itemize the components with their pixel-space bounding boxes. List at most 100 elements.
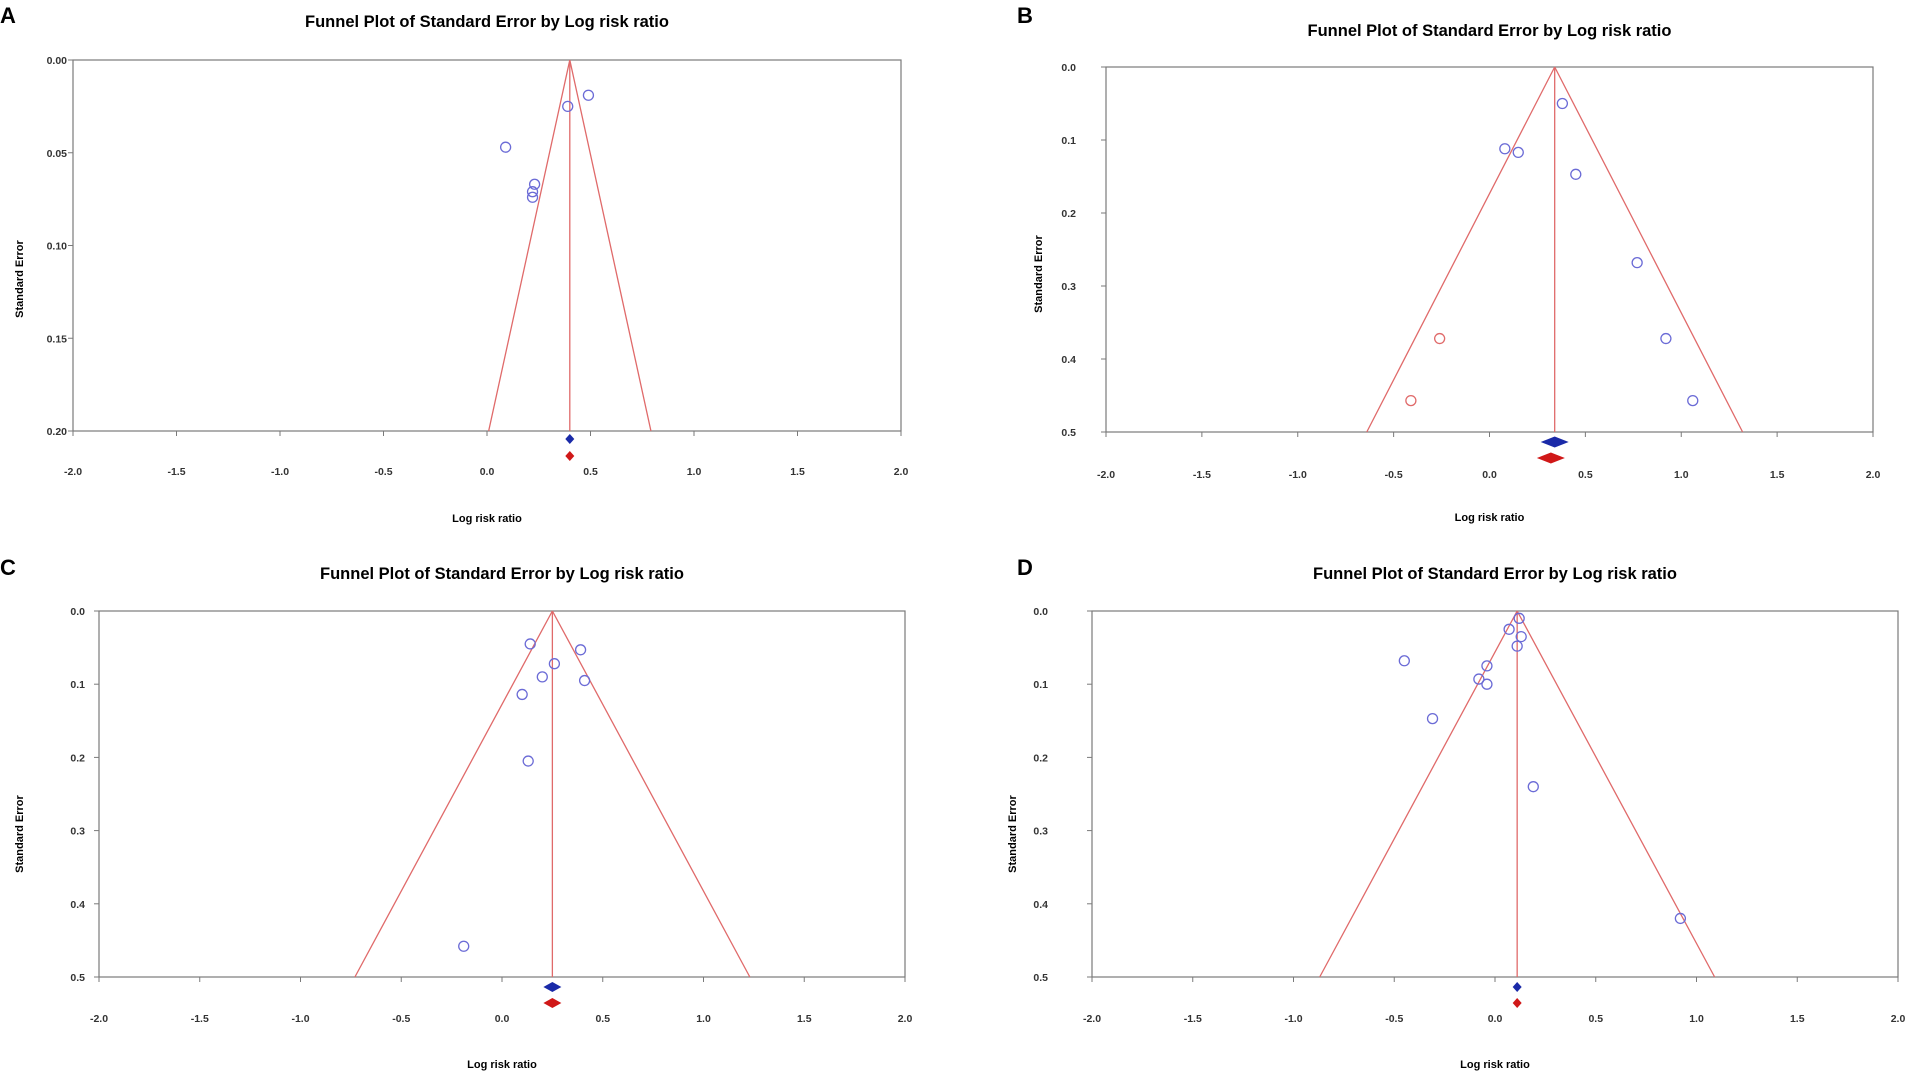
observed-study-point bbox=[1481, 660, 1493, 672]
imputed-summary-diamond bbox=[1536, 452, 1565, 464]
x-tick-label: 1.0 bbox=[696, 1013, 711, 1025]
observed-study-point bbox=[1660, 332, 1672, 345]
observed-study-point bbox=[524, 638, 536, 650]
observed-summary-diamond bbox=[543, 982, 562, 992]
x-tick-label: -0.5 bbox=[392, 1013, 410, 1025]
plot-frame bbox=[1091, 610, 1899, 978]
observed-study-point bbox=[516, 688, 528, 701]
observed-study-point bbox=[1473, 673, 1485, 685]
observed-study-point bbox=[458, 940, 470, 952]
x-tick-label: 1.0 bbox=[1689, 1013, 1704, 1025]
x-tick-label: -1.5 bbox=[167, 466, 185, 478]
x-tick-label: 0.0 bbox=[480, 466, 495, 478]
y-tick-label: 0.3 bbox=[70, 826, 85, 838]
x-tick-label: 2.0 bbox=[898, 1013, 913, 1025]
x-tick-label: 1.5 bbox=[1770, 469, 1785, 481]
panel-letter: C bbox=[0, 555, 16, 580]
x-tick-label: 1.5 bbox=[797, 1013, 812, 1025]
imputed-study-point bbox=[1405, 394, 1417, 407]
funnel-left-line bbox=[354, 610, 553, 978]
observed-study-point bbox=[1511, 640, 1523, 652]
observed-study-point bbox=[1527, 781, 1539, 793]
observed-study-point bbox=[578, 674, 591, 687]
funnel-right-line bbox=[1516, 610, 1716, 978]
panel-letter: A bbox=[0, 3, 16, 28]
x-tick-label: 2.0 bbox=[894, 466, 909, 478]
observed-study-point bbox=[548, 658, 561, 670]
x-tick-label: 1.5 bbox=[790, 466, 805, 478]
observed-study-point bbox=[1556, 97, 1569, 110]
x-tick-label: -2.0 bbox=[64, 466, 82, 478]
observed-study-point bbox=[526, 191, 539, 203]
chart-title: Funnel Plot of Standard Error by Log ris… bbox=[1307, 22, 1672, 40]
y-tick-label: 0.5 bbox=[1033, 972, 1048, 984]
y-tick-label: 0.2 bbox=[1061, 208, 1076, 220]
observed-summary-diamond bbox=[565, 434, 575, 444]
y-tick-label: 0.0 bbox=[70, 606, 85, 618]
x-tick-label: 0.0 bbox=[1482, 469, 1497, 481]
observed-study-point bbox=[522, 755, 534, 767]
y-tick-label: 0.00 bbox=[47, 55, 68, 67]
observed-summary-diamond bbox=[1512, 982, 1522, 992]
observed-study-point bbox=[1398, 655, 1410, 667]
x-tick-label: -1.5 bbox=[1184, 1013, 1202, 1025]
x-axis-label: Log risk ratio bbox=[467, 1059, 537, 1071]
x-tick-label: -0.5 bbox=[374, 466, 392, 478]
observed-summary-diamond bbox=[1540, 436, 1569, 448]
x-tick-label: 1.0 bbox=[687, 466, 702, 478]
y-tick-label: 0.4 bbox=[70, 899, 85, 911]
observed-study-point bbox=[1499, 143, 1511, 155]
x-tick-label: 2.0 bbox=[1891, 1013, 1906, 1025]
funnel-left-line bbox=[1366, 66, 1556, 433]
imputed-summary-diamond bbox=[1512, 998, 1522, 1008]
x-tick-label: -0.5 bbox=[1385, 1013, 1403, 1025]
y-tick-label: 0.20 bbox=[47, 426, 68, 438]
observed-study-point bbox=[1481, 678, 1493, 690]
x-tick-label: -1.0 bbox=[1284, 1013, 1302, 1025]
x-axis-label: Log risk ratio bbox=[1460, 1059, 1530, 1071]
x-tick-label: 0.0 bbox=[495, 1013, 510, 1025]
observed-study-point bbox=[528, 178, 541, 190]
chart-title: Funnel Plot of Standard Error by Log ris… bbox=[1313, 565, 1677, 583]
observed-study-point bbox=[536, 671, 548, 683]
y-tick-label: 0.1 bbox=[70, 679, 85, 691]
y-tick-label: 0.15 bbox=[47, 333, 68, 345]
observed-study-point bbox=[582, 89, 595, 101]
y-tick-label: 0.2 bbox=[1033, 752, 1048, 764]
funnel-right-line bbox=[1554, 66, 1744, 433]
y-tick-label: 0.3 bbox=[1033, 826, 1048, 838]
x-tick-label: -1.0 bbox=[271, 466, 289, 478]
x-axis-label: Log risk ratio bbox=[452, 513, 522, 525]
y-tick-label: 0.1 bbox=[1061, 135, 1076, 147]
observed-study-point bbox=[1515, 630, 1527, 643]
observed-study-point bbox=[526, 186, 539, 198]
x-tick-label: 0.0 bbox=[1488, 1013, 1503, 1025]
panel-letter: D bbox=[1017, 555, 1033, 580]
x-tick-label: -2.0 bbox=[1097, 469, 1115, 481]
imputed-study-point bbox=[1433, 332, 1446, 345]
y-tick-label: 0.0 bbox=[1033, 606, 1048, 618]
observed-study-point bbox=[574, 644, 587, 656]
x-tick-label: -0.5 bbox=[1385, 469, 1403, 481]
x-tick-label: 0.5 bbox=[583, 466, 598, 478]
observed-study-point bbox=[1687, 394, 1699, 407]
y-tick-label: 0.4 bbox=[1061, 354, 1076, 366]
y-tick-label: 0.4 bbox=[1033, 899, 1048, 911]
funnel-right-line bbox=[551, 610, 751, 978]
x-tick-label: -1.5 bbox=[191, 1013, 209, 1025]
observed-study-point bbox=[1503, 623, 1515, 635]
funnel-right-line bbox=[569, 59, 652, 432]
x-tick-label: -2.0 bbox=[90, 1013, 108, 1025]
y-tick-label: 0.05 bbox=[47, 148, 68, 160]
x-tick-label: 2.0 bbox=[1866, 469, 1881, 481]
observed-study-point bbox=[499, 141, 512, 153]
x-tick-label: -1.5 bbox=[1193, 469, 1211, 481]
observed-study-point bbox=[1512, 146, 1524, 159]
funnel-left-line bbox=[1319, 610, 1518, 978]
panel-letter: B bbox=[1017, 3, 1033, 28]
chart-title: Funnel Plot of Standard Error by Log ris… bbox=[320, 565, 684, 583]
